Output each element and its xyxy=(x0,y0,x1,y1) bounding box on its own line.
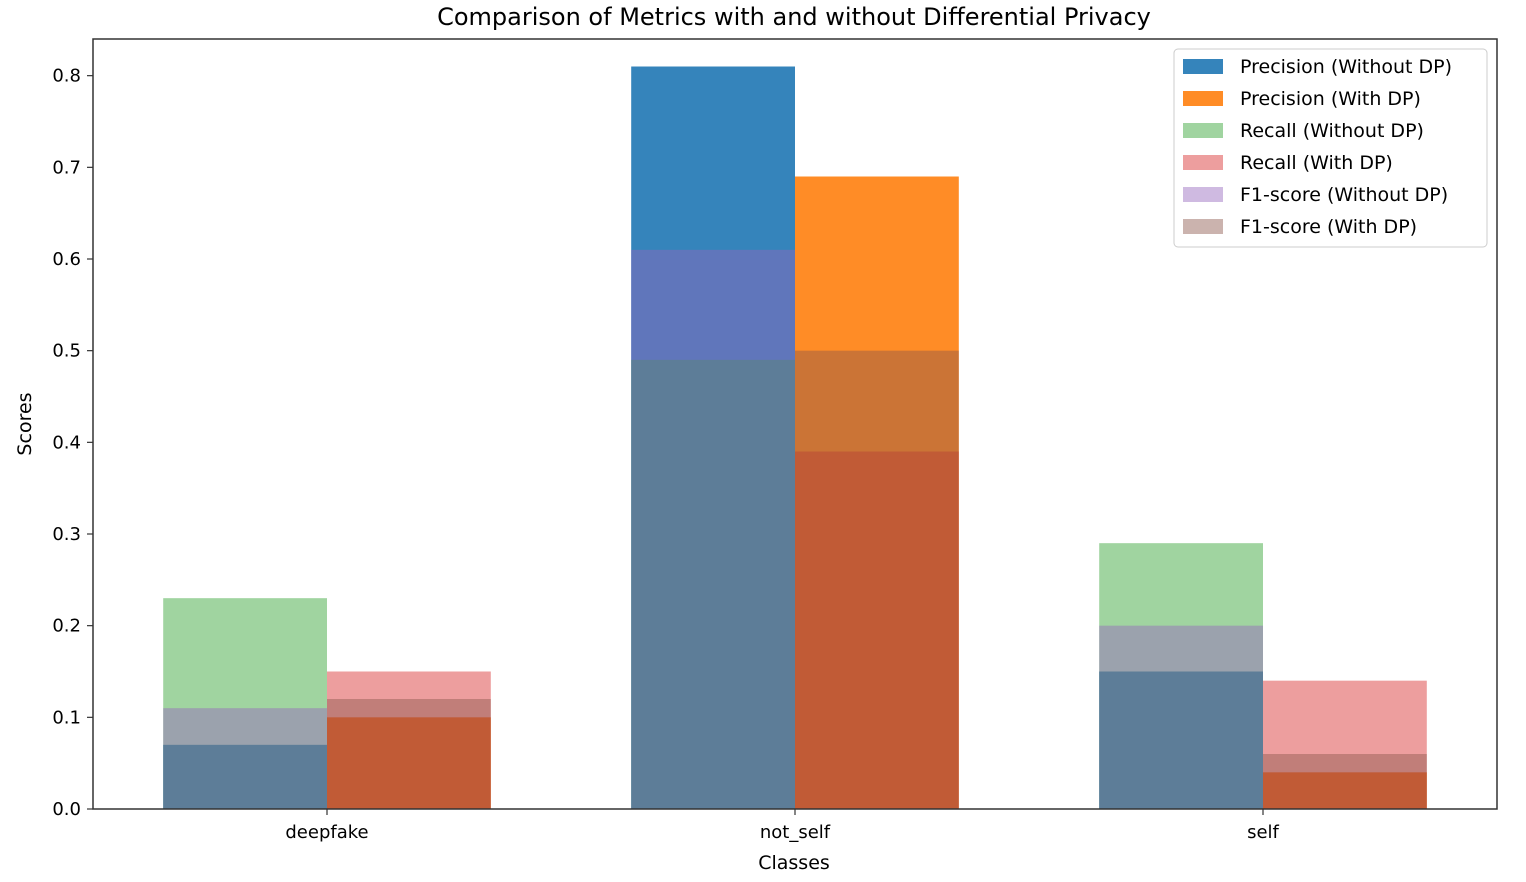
legend: Precision (Without DP) Precision (With DP… xyxy=(1173,48,1488,248)
bar-recall-with-dp-self xyxy=(1263,680,1427,809)
bar-f1-score-with-dp-not-self xyxy=(795,350,959,809)
axes-layer: 0.0 0.1 0.2 0.3 0.4 0.5 0.6 0.7 0.8 deepfake not_s… xyxy=(52,38,1498,843)
bars-layer xyxy=(163,66,1427,810)
y-tick-label: 0.0 xyxy=(52,799,81,820)
x-tick-label: deepfake xyxy=(285,822,368,843)
x-tick-label: not_self xyxy=(760,822,831,843)
bar-f1-score-without-dp-not-self xyxy=(631,249,795,810)
bar-precision-with-dp-not-self xyxy=(795,176,959,809)
legend-label: F1-score (With DP) xyxy=(1240,216,1417,238)
chart-title: Comparison of Metrics with and without D… xyxy=(437,3,1151,31)
y-tick-label: 0.8 xyxy=(52,66,81,87)
legend-label: F1-score (Without DP) xyxy=(1240,184,1448,206)
bar-recall-with-dp-deepfake xyxy=(327,671,491,809)
bar-precision-without-dp-not-self xyxy=(631,66,795,809)
bar-recall-without-dp-not-self xyxy=(631,359,795,809)
legend-swatch xyxy=(1183,187,1223,202)
bar-recall-without-dp-deepfake xyxy=(163,598,327,809)
y-tick-label: 0.5 xyxy=(52,341,81,362)
legend-swatch xyxy=(1183,59,1223,74)
y-tick-label: 0.1 xyxy=(52,707,81,728)
legend-swatch xyxy=(1183,155,1223,170)
bar-f1-score-without-dp-self xyxy=(1099,625,1263,809)
x-axis-label: Classes xyxy=(758,852,830,874)
bar-recall-without-dp-self xyxy=(1099,543,1263,809)
legend-label: Recall (Without DP) xyxy=(1240,120,1424,142)
legend-swatch xyxy=(1183,91,1223,106)
bar-precision-with-dp-self xyxy=(1263,772,1427,809)
legend-label: Precision (Without DP) xyxy=(1240,56,1452,78)
legend-box xyxy=(1173,48,1488,248)
y-tick-label: 0.7 xyxy=(52,157,81,178)
legend-label: Recall (With DP) xyxy=(1240,152,1393,174)
bar-precision-with-dp-deepfake xyxy=(327,717,491,809)
y-tick-label: 0.2 xyxy=(52,616,81,637)
y-tick-label: 0.4 xyxy=(52,432,81,453)
legend-swatch xyxy=(1183,219,1223,234)
bar-f1-score-without-dp-deepfake xyxy=(163,708,327,809)
bar-f1-score-with-dp-deepfake xyxy=(327,699,491,809)
legend-label: Precision (With DP) xyxy=(1240,88,1421,110)
y-tick-label: 0.6 xyxy=(52,249,81,270)
legend-swatch xyxy=(1183,123,1223,138)
y-axis-label: Scores xyxy=(14,392,36,455)
bar-recall-with-dp-not-self xyxy=(795,451,959,809)
x-tick-label: self xyxy=(1247,822,1279,843)
y-tick-label: 0.3 xyxy=(52,524,81,545)
bar-precision-without-dp-self xyxy=(1099,671,1263,809)
bar-precision-without-dp-deepfake xyxy=(163,744,327,809)
bar-f1-score-with-dp-self xyxy=(1263,754,1427,809)
